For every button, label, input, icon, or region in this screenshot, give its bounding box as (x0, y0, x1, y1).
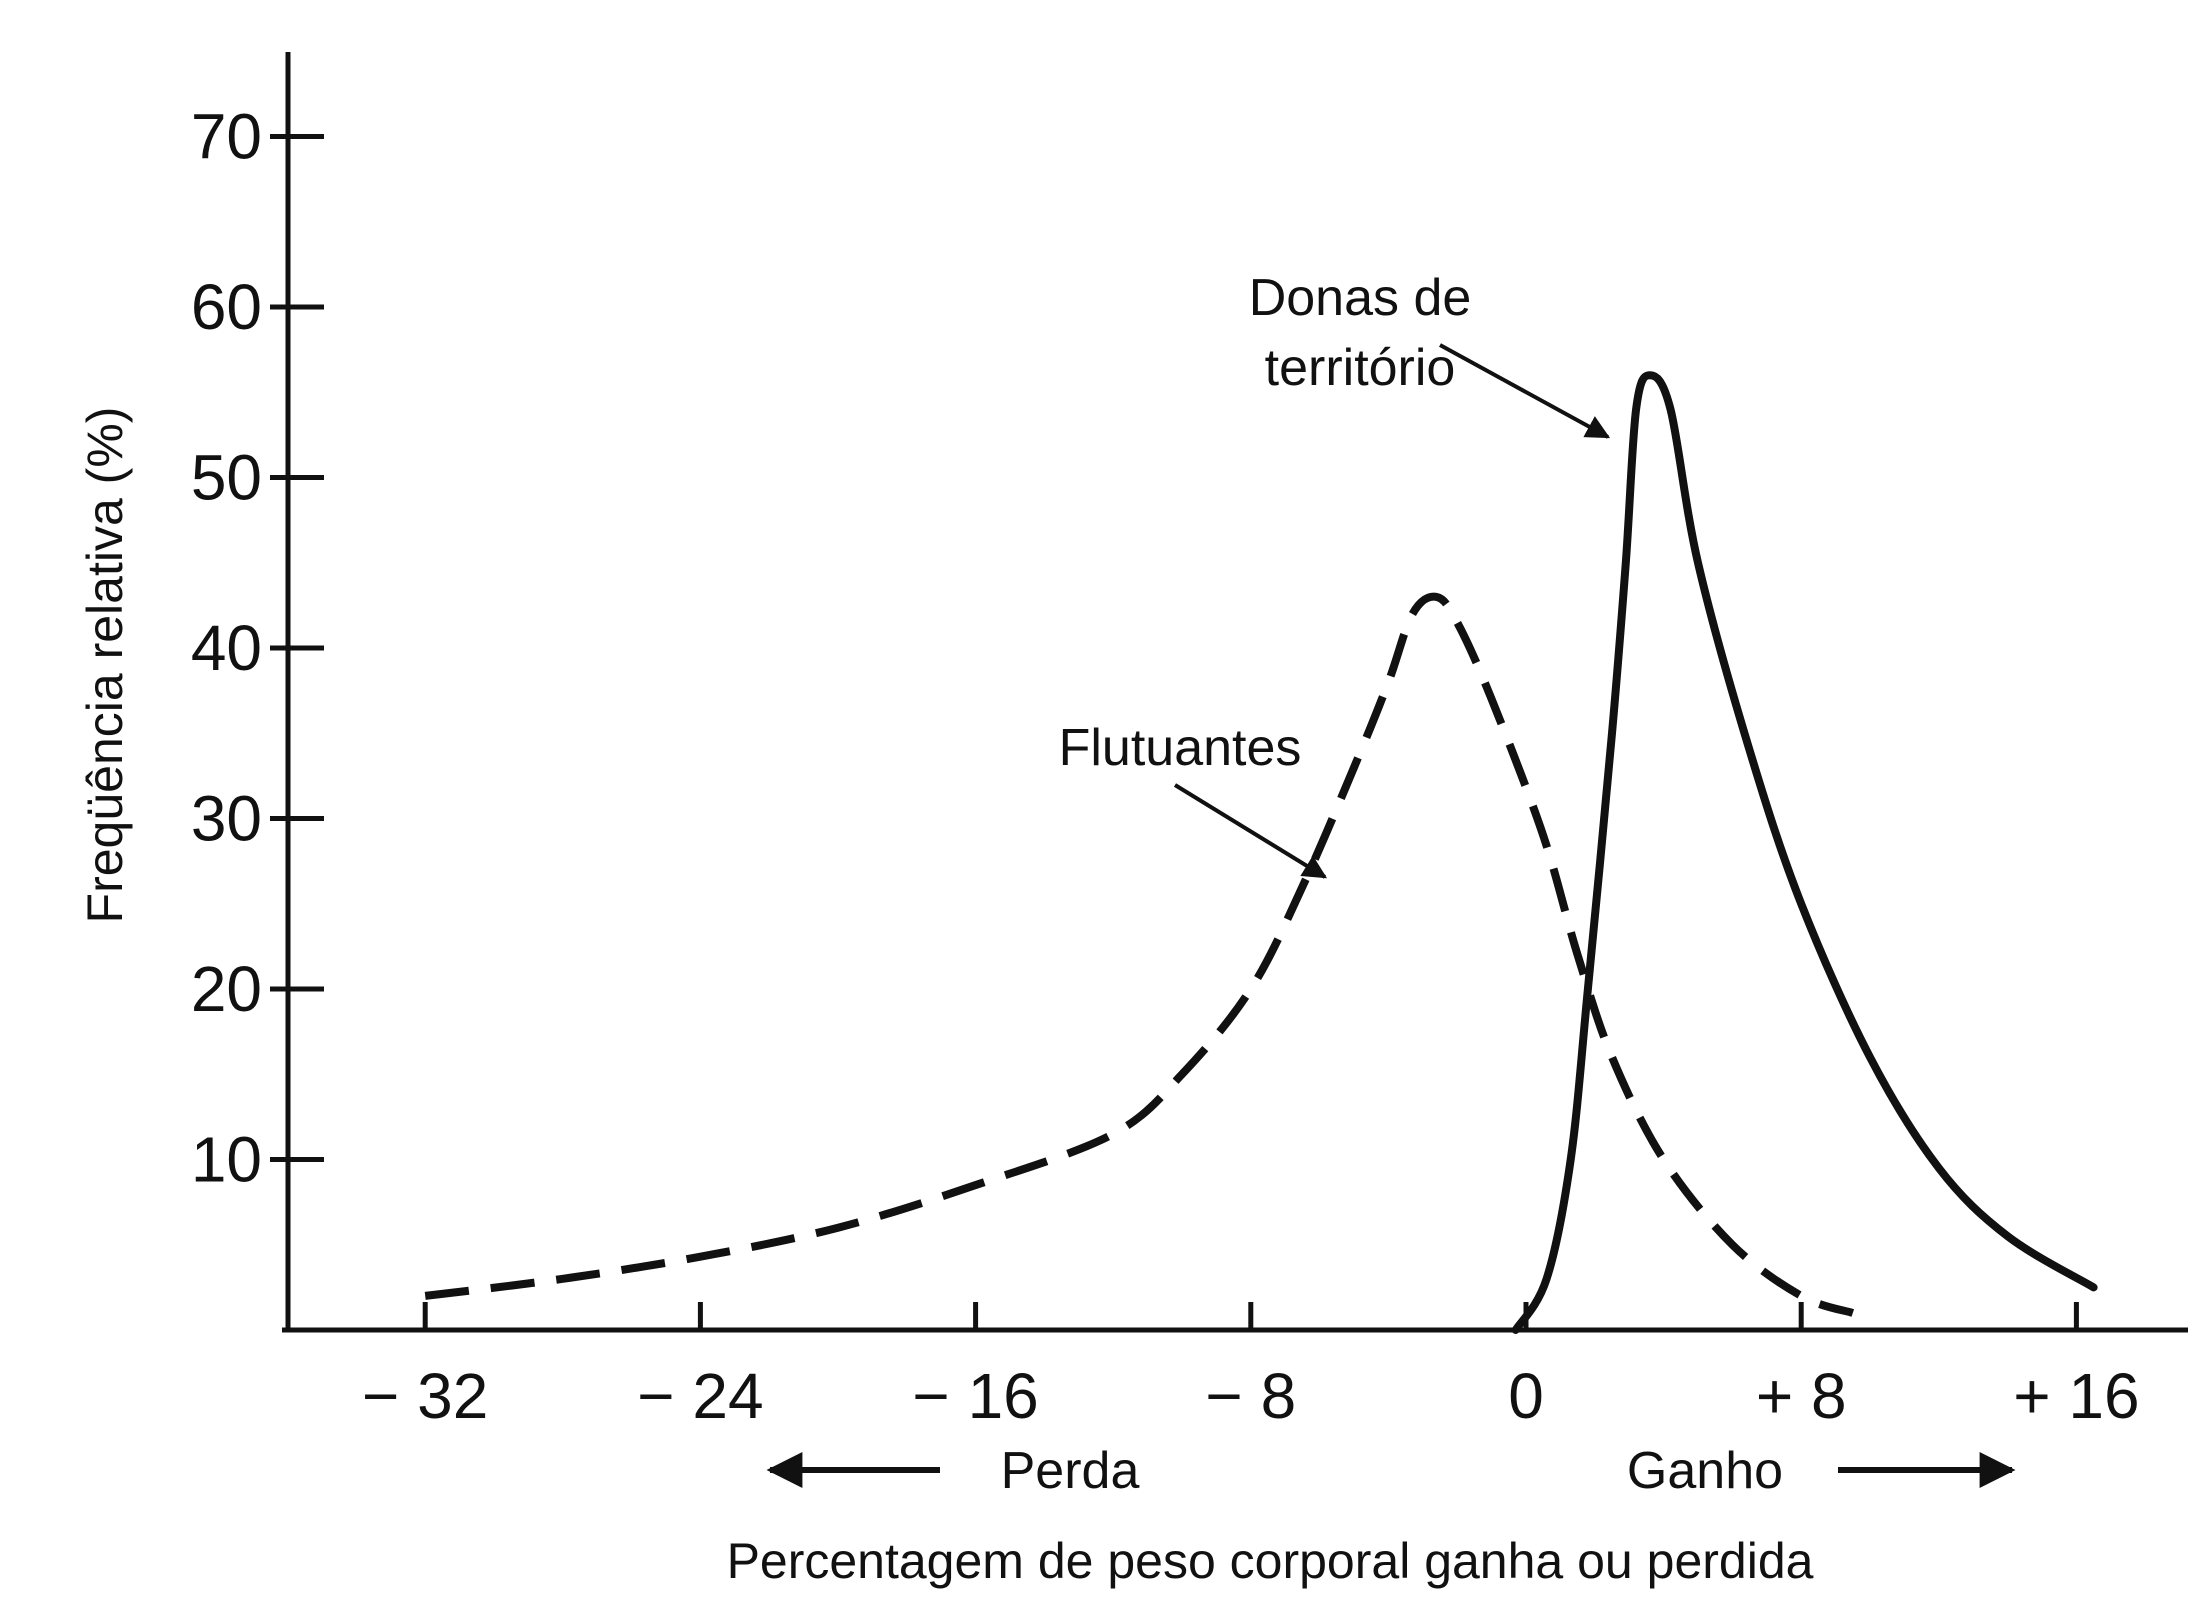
series-line-flutuantes (424, 592, 1855, 1317)
pointer-arrow-donas-de-territorio (1439, 343, 1611, 439)
series-label-donas-line-1: Donas de (1249, 269, 1472, 327)
x-tick-label: − 16 (912, 1360, 1038, 1432)
gain-direction: Ganho (1627, 1442, 2016, 1500)
y-tick-label: 70 (191, 101, 262, 173)
series-label-donas-line-2: território (1265, 339, 1456, 397)
series (424, 371, 2098, 1334)
series-line-donas-de-territorio (1511, 371, 2098, 1334)
x-tick-label: + 16 (2013, 1360, 2139, 1432)
axes (282, 52, 2188, 1333)
x-tick-label: 0 (1508, 1360, 1544, 1432)
loss-label: Perda (1001, 1442, 1140, 1500)
y-tick-label: 30 (191, 783, 262, 855)
y-tick-label: 10 (191, 1124, 262, 1196)
y-tick-label: 20 (191, 953, 262, 1025)
x-tick-label: − 8 (1205, 1360, 1296, 1432)
annotation-donas-de-territorio: Donas de território (1249, 269, 1611, 439)
x-tick-label: − 32 (362, 1360, 488, 1432)
series-label-flutuantes: Flutuantes (1059, 719, 1302, 777)
y-tick-label: 60 (191, 271, 262, 343)
ticks: − 32 − 24 − 16 − 8 0 + 8 + 16 10 20 30 40 50 60 70 (191, 101, 2140, 1433)
gain-label: Ganho (1627, 1442, 1783, 1500)
x-tick-label: + 8 (1756, 1360, 1847, 1432)
y-tick-label: 40 (191, 612, 262, 684)
pointer-arrow-flutuantes (1173, 783, 1328, 879)
loss-direction: Perda (766, 1442, 1140, 1500)
y-tick-label: 50 (191, 442, 262, 514)
y-axis-title: Freqüência relativa (%) (77, 407, 133, 924)
x-axis-title: Percentagem de peso corporal ganha ou pe… (727, 1533, 1814, 1589)
x-tick-label: − 24 (637, 1360, 763, 1432)
annotation-flutuantes: Flutuantes (1059, 719, 1328, 879)
